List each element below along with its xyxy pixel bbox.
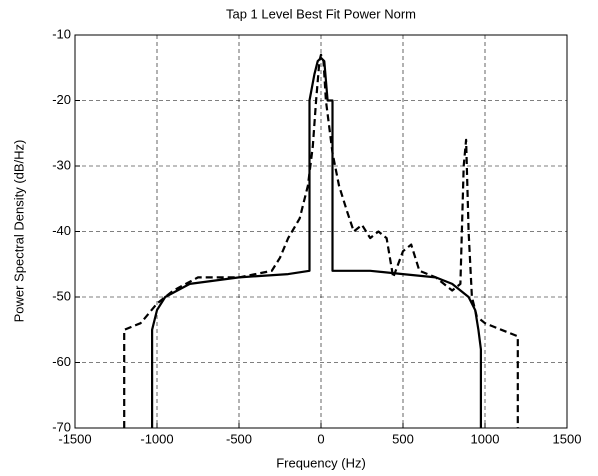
x-tick-label: -500 xyxy=(226,431,252,446)
y-tick-label: -50 xyxy=(52,288,71,303)
x-tick-label: 1500 xyxy=(553,431,582,446)
x-tick-label: -1000 xyxy=(140,431,173,446)
y-tick-label: -60 xyxy=(52,354,71,369)
y-tick-label: -30 xyxy=(52,157,71,172)
plot-frame xyxy=(74,34,568,429)
x-axis-label: Frequency (Hz) xyxy=(276,455,366,470)
x-tick-label: 0 xyxy=(317,431,324,446)
data-line xyxy=(123,53,519,428)
x-tick-label: 1000 xyxy=(471,431,500,446)
y-tick-label: -70 xyxy=(52,419,71,434)
data-line xyxy=(151,56,482,428)
x-tick-label: 500 xyxy=(392,431,414,446)
y-tick-label: -20 xyxy=(52,92,71,107)
chart-title: Tap 1 Level Best Fit Power Norm xyxy=(226,6,416,21)
y-tick-label: -40 xyxy=(52,223,71,238)
y-axis-label: Power Spectral Density (dB/Hz) xyxy=(11,140,26,323)
x-tick-label: -1500 xyxy=(58,431,91,446)
y-tick-label: -10 xyxy=(52,26,71,41)
